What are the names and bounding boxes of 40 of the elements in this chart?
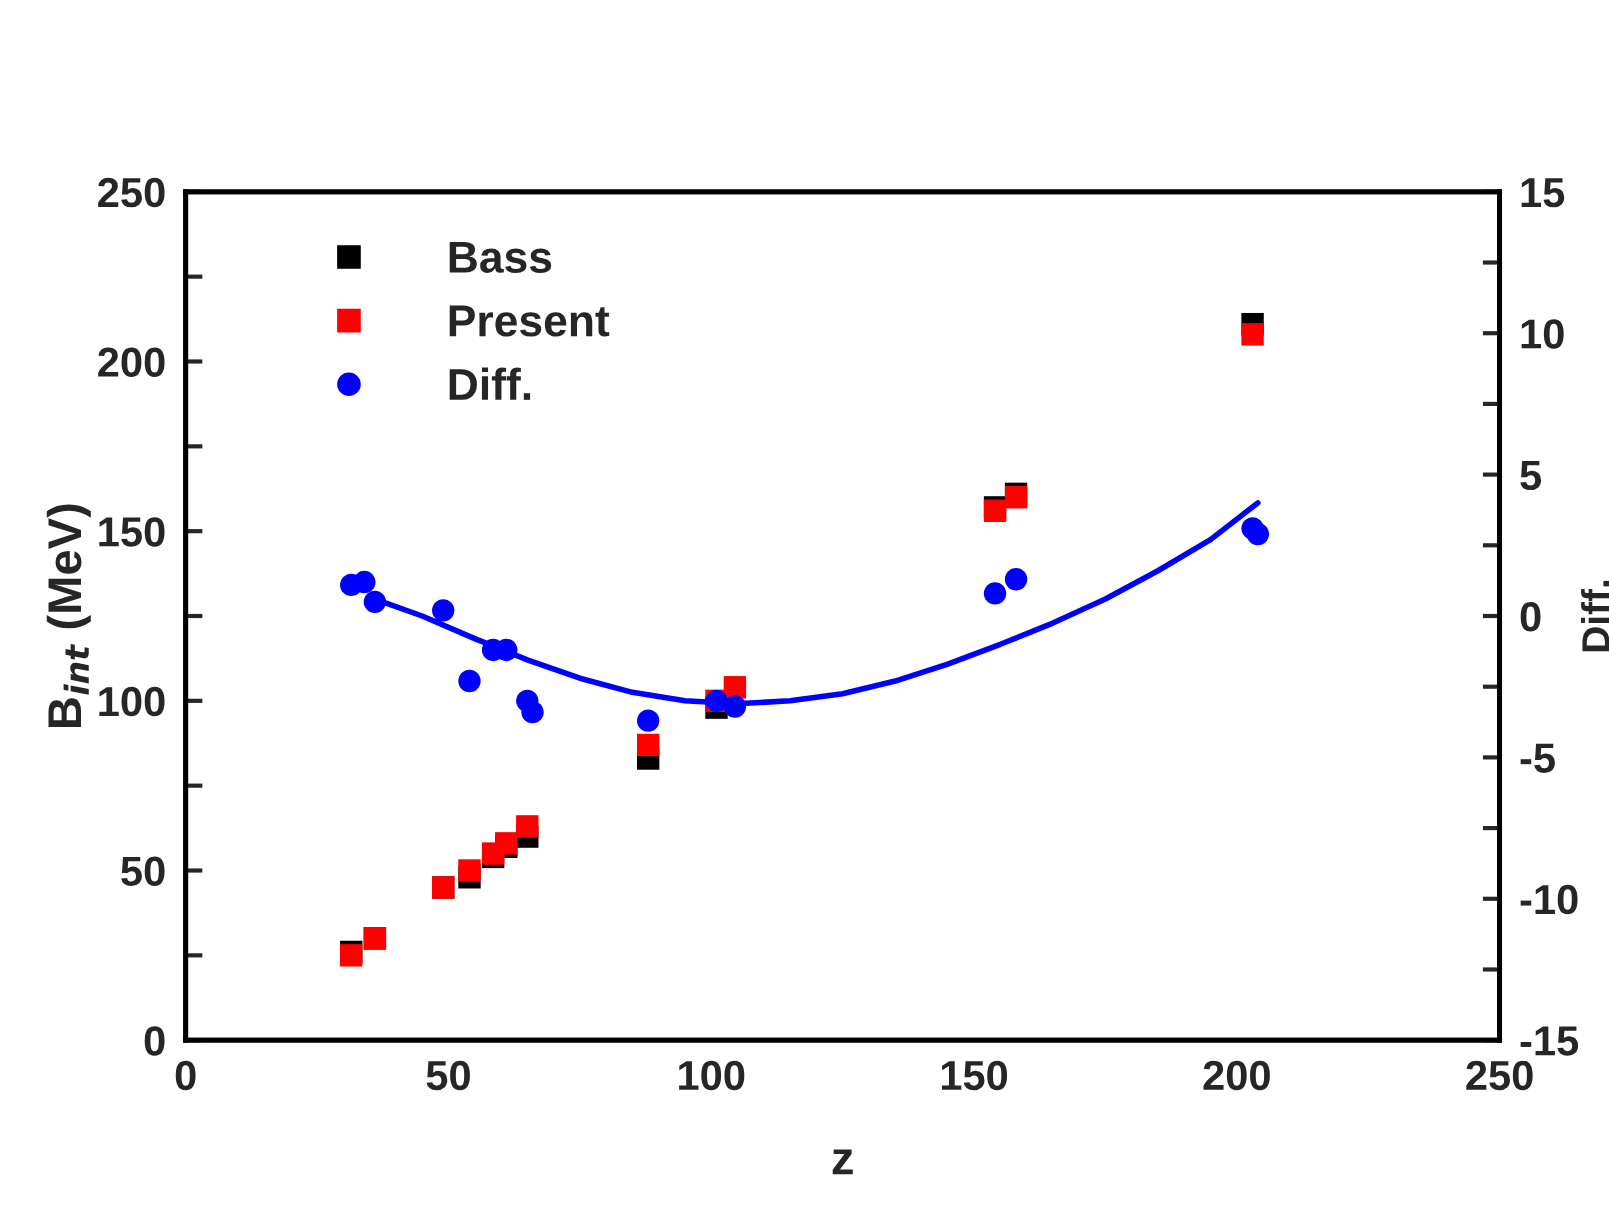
x-tick-label: 200	[1203, 1060, 1270, 1091]
y2-tick-label: 15	[1521, 178, 1565, 208]
point	[516, 815, 539, 838]
point	[636, 733, 660, 757]
y-tick-label: 250	[98, 177, 165, 208]
y-tick-label: 0	[144, 1026, 165, 1056]
x-tick-label: 250	[1466, 1060, 1533, 1091]
point	[983, 582, 1007, 605]
x-tick-label: 0	[175, 1060, 196, 1091]
y2-tick-label: -15	[1520, 1026, 1579, 1056]
y-tick-label: 100	[99, 686, 165, 717]
point	[1004, 568, 1028, 591]
legend-label: Bass	[449, 241, 552, 273]
point	[723, 695, 747, 718]
y2-tick-label: -5	[1520, 743, 1555, 773]
x-axis-title: z	[832, 1149, 853, 1175]
point	[1241, 323, 1264, 346]
legend-label: Diff.	[449, 367, 531, 400]
y2-tick-label: 0	[1520, 602, 1541, 632]
point	[521, 700, 544, 724]
y-tick-label: 150	[99, 517, 165, 547]
y-tick-label: 50	[121, 856, 165, 887]
point	[458, 859, 481, 882]
y2-axis-title: Diff.	[1581, 580, 1609, 652]
y2-tick-label: 5	[1520, 461, 1542, 491]
point	[432, 599, 455, 622]
point	[458, 669, 481, 693]
y2-tick-label: 10	[1521, 319, 1564, 349]
legend-label: Present	[449, 305, 610, 337]
point	[723, 676, 747, 699]
x-tick-label: 150	[941, 1060, 1008, 1091]
y-tick-label: 200	[98, 347, 165, 377]
y-axis-title: B$_{int}$ (MeV)	[46, 504, 91, 728]
point	[1246, 522, 1270, 546]
point	[636, 709, 660, 732]
y2-tick-label: -10	[1520, 884, 1578, 915]
x-tick-label: 100	[679, 1060, 745, 1091]
x-tick-label: 50	[426, 1060, 470, 1091]
point	[353, 570, 376, 594]
point	[363, 590, 387, 614]
